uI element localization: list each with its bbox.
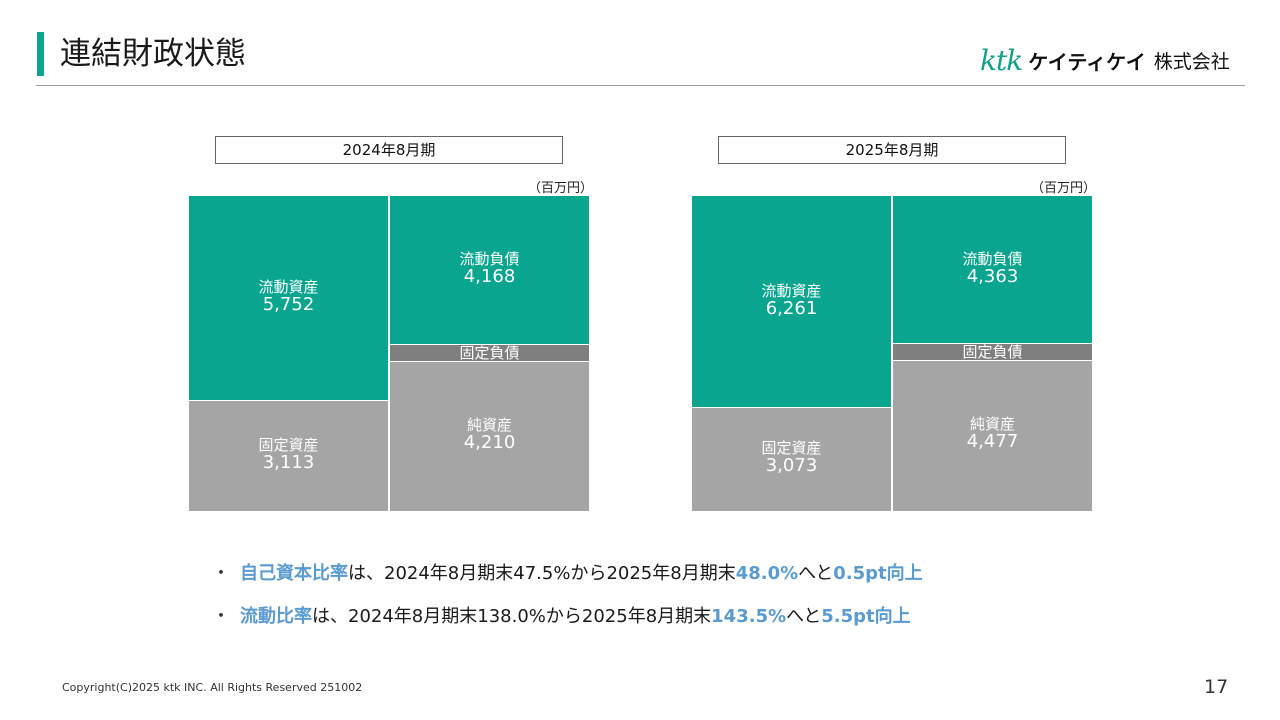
bullet-current-ratio: ・流動比率は、2024年8月期末138.0%から2025年8月期末143.5%へ… xyxy=(212,602,911,628)
bar-segment-fixed-liabilities xyxy=(390,344,589,362)
segment-value: 4,210 xyxy=(463,432,516,454)
segment-name: 流動負債 xyxy=(459,250,520,269)
segment-value: 4,477 xyxy=(966,431,1019,453)
page-number: 17 xyxy=(1204,676,1229,698)
bar-segment-current-assets xyxy=(692,196,891,408)
segment-value: 6,261 xyxy=(765,297,818,319)
segment-value: 3,113 xyxy=(262,451,315,473)
header-divider xyxy=(36,85,1245,86)
page-title: 連結財政状態 xyxy=(60,36,246,72)
logo-kana-text: ケイティケイ xyxy=(1028,49,1146,74)
title-accent-bar xyxy=(37,32,44,76)
segment-name: 流動資産 xyxy=(258,278,319,297)
bullet-highlight-value: 143.5% xyxy=(711,606,787,627)
data-label-fixed-assets: 固定資産 3,073 xyxy=(692,439,891,475)
bullet-text: は、2024年8月期末138.0%から2025年8月期末 xyxy=(312,606,712,627)
segment-name: 流動負債 xyxy=(962,249,1023,268)
segment-value: 4,363 xyxy=(966,265,1019,287)
bar-segment-net-assets xyxy=(893,359,1092,511)
bullet-highlight-value: 48.0% xyxy=(735,563,799,584)
segment-name: 固定負債 xyxy=(962,342,1023,361)
unit-label-2025: （百万円） xyxy=(1031,181,1097,196)
data-label-fixed-assets: 固定資産 3,113 xyxy=(189,436,388,472)
company-logo: ktk ケイティケイ 株式会社 xyxy=(980,42,1230,78)
period-label-2024: 2024年8月期 xyxy=(215,136,563,164)
logo-kk-text: 株式会社 xyxy=(1153,50,1230,73)
segment-name: 流動資産 xyxy=(761,281,822,300)
bullet-highlight-term: 流動比率 xyxy=(240,606,312,627)
segment-name: 純資産 xyxy=(969,415,1015,434)
data-label-current-assets: 流動資産 5,752 xyxy=(189,278,388,314)
segment-name: 固定負債 xyxy=(459,343,520,362)
bullet-text: へと xyxy=(786,606,822,627)
data-label-current-liabilities: 流動負債 4,168 xyxy=(390,250,589,286)
copyright-text: Copyright(C)2025 ktk INC. All Rights Res… xyxy=(62,681,363,694)
logo-ktk-mark: ktk xyxy=(980,43,1023,77)
bar-segment-fixed-assets xyxy=(692,407,891,511)
bar-segment-net-assets xyxy=(390,361,589,511)
period-label-2025: 2025年8月期 xyxy=(718,136,1066,164)
bullet-dot: ・ xyxy=(212,563,230,584)
segment-value: 4,168 xyxy=(463,266,516,288)
bullet-equity-ratio: ・自己資本比率は、2024年8月期末47.5%から2025年8月期末48.0%へ… xyxy=(212,559,923,585)
bullet-text: は、2024年8月期末47.5%から2025年8月期末 xyxy=(348,563,736,584)
data-label-current-liabilities: 流動負債 4,363 xyxy=(893,250,1092,286)
segment-value: 3,073 xyxy=(765,455,818,477)
bullet-highlight-term: 自己資本比率 xyxy=(240,563,348,584)
segment-name: 純資産 xyxy=(466,416,512,435)
bullet-highlight-change: 0.5pt向上 xyxy=(833,563,923,584)
bar-segment-current-liabilities xyxy=(390,196,589,345)
bullet-dot: ・ xyxy=(212,606,230,627)
segment-name: 固定資産 xyxy=(258,435,319,454)
data-label-net-assets: 純資産 4,477 xyxy=(893,415,1092,451)
bar-segment-current-liabilities xyxy=(893,196,1092,344)
data-label-current-assets: 流動資産 6,261 xyxy=(692,282,891,318)
data-label-net-assets: 純資産 4,210 xyxy=(390,416,589,452)
bullet-highlight-change: 5.5pt向上 xyxy=(821,606,911,627)
bullet-text: へと xyxy=(798,563,834,584)
unit-label-2024: （百万円） xyxy=(528,181,594,196)
bar-segment-fixed-liabilities xyxy=(893,343,1092,360)
segment-value: 5,752 xyxy=(262,294,315,316)
segment-name: 固定資産 xyxy=(761,439,822,458)
bar-segment-fixed-assets xyxy=(189,400,388,511)
bar-segment-current-assets xyxy=(189,196,388,401)
